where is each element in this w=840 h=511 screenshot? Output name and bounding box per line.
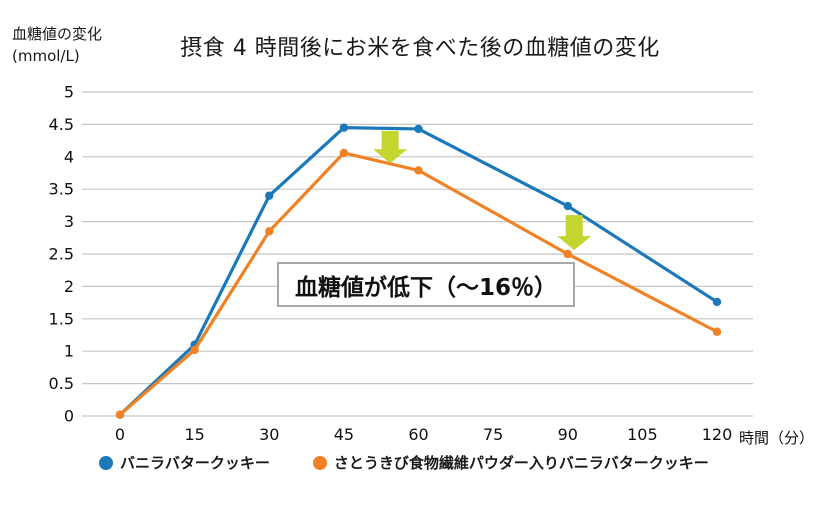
legend-label-vanilla: バニラバタークッキー xyxy=(120,454,270,472)
svg-text:105: 105 xyxy=(627,425,658,444)
svg-text:3.5: 3.5 xyxy=(49,180,74,199)
x-axis-label: 時間（分） xyxy=(739,429,815,447)
svg-text:1: 1 xyxy=(64,342,74,361)
svg-text:2.5: 2.5 xyxy=(49,245,74,264)
y-axis-label-line1: 血糖値の変化 xyxy=(12,25,103,43)
svg-text:15: 15 xyxy=(184,425,204,444)
legend-item-vanilla: バニラバタークッキー xyxy=(99,452,270,473)
svg-text:120: 120 xyxy=(702,425,733,444)
svg-text:45: 45 xyxy=(334,425,354,444)
svg-text:5: 5 xyxy=(64,83,74,102)
y-axis-label: 血糖値の変化 (mmol/L) xyxy=(12,24,102,68)
svg-text:30: 30 xyxy=(259,425,279,444)
annotation-box: 血糖値が低下（～16％） xyxy=(277,262,575,307)
svg-text:60: 60 xyxy=(408,425,428,444)
legend: バニラバタークッキー さとうきび食物繊維パウダー入りバニラバタークッキー xyxy=(99,452,709,473)
svg-text:0: 0 xyxy=(115,425,125,444)
legend-marker-blue-icon xyxy=(99,455,113,470)
svg-text:90: 90 xyxy=(558,425,578,444)
legend-item-fiber: さとうきび食物繊維パウダー入りバニラバタークッキー xyxy=(312,452,709,473)
chart-title: 摂食 4 時間後にお米を食べた後の血糖値の変化 xyxy=(180,36,660,61)
svg-text:1.5: 1.5 xyxy=(49,309,74,328)
legend-label-fiber: さとうきび食物繊維パウダー入りバニラバタークッキー xyxy=(333,454,709,472)
legend-marker-orange-icon xyxy=(312,455,327,470)
svg-text:4.5: 4.5 xyxy=(49,115,74,134)
svg-text:2: 2 xyxy=(64,277,74,296)
svg-text:75: 75 xyxy=(483,425,503,444)
svg-text:3: 3 xyxy=(64,212,74,231)
svg-text:0.5: 0.5 xyxy=(49,374,74,393)
svg-text:0: 0 xyxy=(64,407,74,426)
svg-text:4: 4 xyxy=(64,147,74,166)
y-axis-label-line2: (mmol/L) xyxy=(12,46,80,65)
